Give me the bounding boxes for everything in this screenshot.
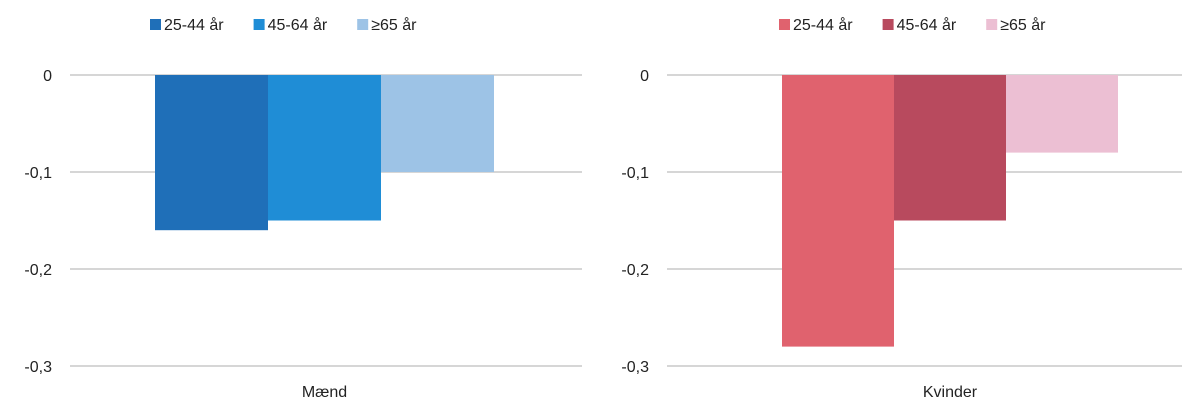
legend-label-maend-1: 45-64 år [268,16,328,34]
legend-label-kvinder-1: 45-64 år [897,16,957,34]
ytick-label-maend-3: -0,3 [24,359,52,376]
legend-swatch-maend-2 [357,19,369,30]
bar-maend-0 [155,75,268,231]
category-label-kvinder: Kvinder [923,384,978,401]
bar-kvinder-2 [1006,75,1118,153]
ytick-label-maend-1: -0,1 [24,165,52,182]
legend-swatch-kvinder-0 [779,19,790,30]
legend-label-kvinder-2: ≥65 år [1000,16,1046,34]
legend-label-maend-2: ≥65 år [371,16,417,34]
ytick-label-maend-2: -0,2 [24,262,52,279]
ytick-label-kvinder-1: -0,1 [621,165,649,182]
legend-label-maend-0: 25-44 år [164,16,224,34]
legend-label-kvinder-0: 25-44 år [793,16,853,34]
bar-maend-2 [381,75,494,172]
chart-maend: 25-44 år 45-64 år ≥65 år 0 -0,1 -0,2 -0,3 Mænd [0,0,597,405]
ytick-label-maend-0: 0 [43,68,52,85]
legend-swatch-maend-0 [150,19,161,30]
chart-maend-svg: 25-44 år 45-64 år ≥65 år 0 -0,1 -0,2 -0,3 Mænd [24,16,582,401]
bar-kvinder-1 [894,75,1006,221]
category-label-maend: Mænd [302,384,347,401]
legend-swatch-kvinder-1 [882,19,894,30]
chart-kvinder-svg: 25-44 år 45-64 år ≥65 år 0 -0,1 -0,2 -0,3 Kvind… [621,16,1182,401]
bar-maend-1 [268,75,381,221]
ytick-label-kvinder-3: -0,3 [621,359,649,376]
legend-swatch-kvinder-2 [986,19,998,30]
ytick-label-kvinder-2: -0,2 [621,262,649,279]
chart-kvinder: 25-44 år 45-64 år ≥65 år 0 -0,1 -0,2 -0,3 Kvind… [597,0,1195,405]
legend-swatch-maend-1 [253,19,265,30]
bar-kvinder-0 [782,75,894,347]
ytick-label-kvinder-0: 0 [640,68,649,85]
